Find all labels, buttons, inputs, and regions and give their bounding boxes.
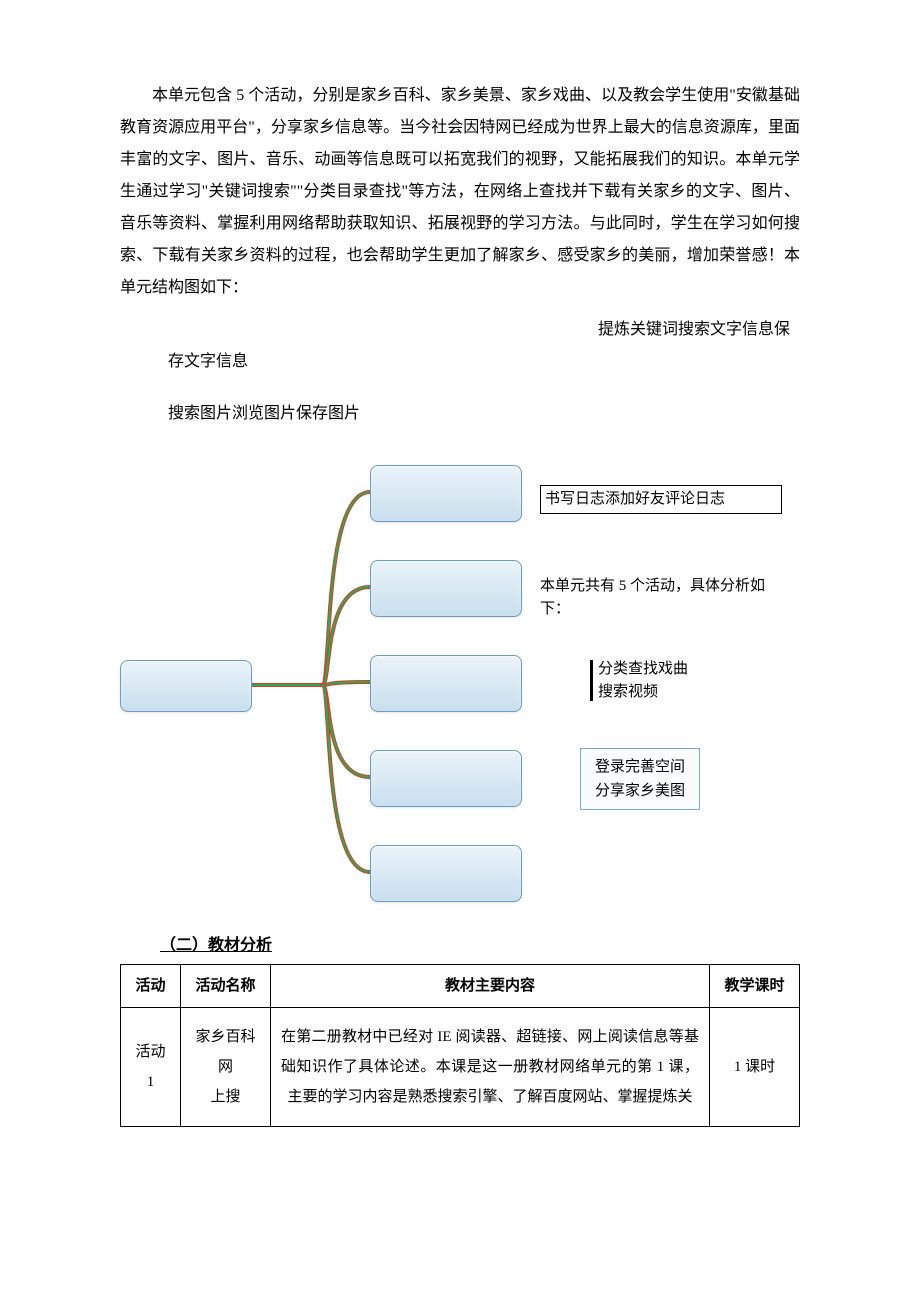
diagram-label-2a: 本单元共有 5 个活动，具体分析如 <box>540 575 765 598</box>
analysis-table: 活动 活动名称 教材主要内容 教学课时 活动 1 家乡百科网 上搜 在第二册教材… <box>120 964 800 1127</box>
table-row: 活动 1 家乡百科网 上搜 在第二册教材中已经对 IE 阅读器、超链接、网上阅读… <box>121 1008 800 1127</box>
cell-hours: 1 课时 <box>710 1008 800 1127</box>
cell-activity-no-l2: 1 <box>147 1074 155 1090</box>
cell-activity-name: 家乡百科网 上搜 <box>181 1008 271 1127</box>
diagram-child-node-2 <box>370 560 522 617</box>
diagram-child-node-3 <box>370 655 522 712</box>
cell-content: 在第二册教材中已经对 IE 阅读器、超链接、网上阅读信息等基础知识作了具体论述。… <box>271 1008 710 1127</box>
diagram-child-node-5 <box>370 845 522 902</box>
table-header-hours: 教学课时 <box>710 965 800 1008</box>
cell-activity-name-l1: 家乡百科网 <box>195 1029 255 1075</box>
float-line-2: 搜索图片浏览图片保存图片 <box>120 398 800 430</box>
structure-diagram: 书写日志添加好友评论日志 本单元共有 5 个活动，具体分析如 下： 分类查找戏曲… <box>120 430 800 920</box>
diagram-label-3-line1: 分类查找戏曲 <box>598 661 688 677</box>
diagram-child-node-1 <box>370 465 522 522</box>
table-header-name: 活动名称 <box>181 965 271 1008</box>
table-header-content: 教材主要内容 <box>271 965 710 1008</box>
cell-activity-no: 活动 1 <box>121 1008 181 1127</box>
diagram-main-node <box>120 660 252 712</box>
diagram-label-4: 登录完善空间 分享家乡美图 <box>580 748 700 810</box>
cell-activity-name-l2: 上搜 <box>210 1089 240 1105</box>
diagram-child-node-4 <box>370 750 522 807</box>
float-line-1-right: 提炼关键词搜索文字信息保 <box>598 314 800 346</box>
diagram-label-1: 书写日志添加好友评论日志 <box>540 485 782 514</box>
diagram-label-2b: 下： <box>540 598 570 621</box>
float-line-1-left: 存文字信息 <box>120 346 800 378</box>
cell-activity-no-l1: 活动 <box>135 1044 165 1060</box>
diagram-label-4-line1: 登录完善空间 <box>595 759 685 775</box>
section-2-heading: （二）教材分析 <box>120 930 800 962</box>
table-header-activity: 活动 <box>121 965 181 1008</box>
diagram-label-3: 分类查找戏曲 搜索视频 <box>598 658 688 703</box>
intro-paragraph: 本单元包含 5 个活动，分别是家乡百科、家乡美景、家乡戏曲、以及教会学生使用"安… <box>120 80 800 304</box>
diagram-label-3-line2: 搜索视频 <box>598 684 658 700</box>
diagram-label-4-line2: 分享家乡美图 <box>595 783 685 799</box>
table-header-row: 活动 活动名称 教材主要内容 教学课时 <box>121 965 800 1008</box>
